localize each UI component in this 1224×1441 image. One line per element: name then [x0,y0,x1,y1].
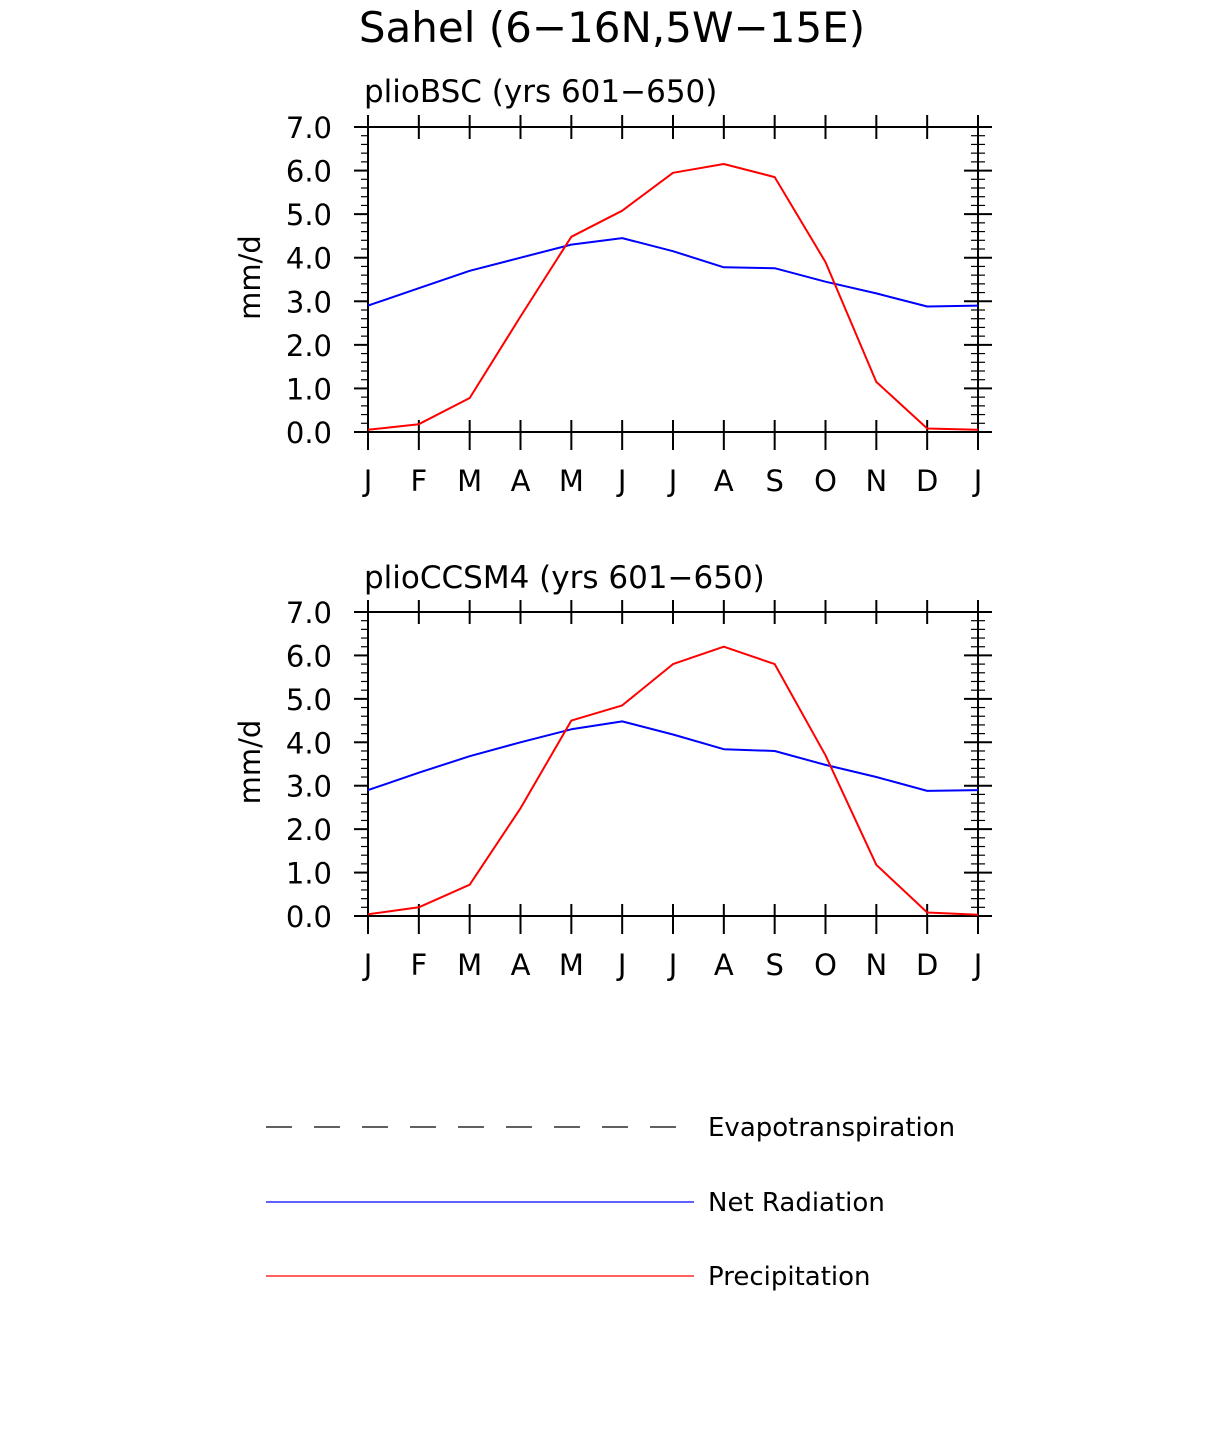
x-tick-label: N [865,464,887,498]
x-tick-label: J [362,464,373,498]
x-tick-label: M [559,464,584,498]
x-tick-label: A [714,948,734,982]
y-tick-label: 1.0 [286,372,332,406]
x-tick-label: J [667,948,678,982]
y-tick-label: 0.0 [286,416,332,450]
chart-panel-pliocsm4: plioCCSM4 (yrs 601−650)J F M A M J J A S O N D J0.01… [233,560,992,982]
x-tick-label: A [714,464,734,498]
legend-label: Net Radiation [708,1188,885,1218]
x-tick-label: J [972,948,983,982]
y-tick-label: 6.0 [286,155,332,189]
chart-title: plioCCSM4 (yrs 601−650) [364,560,765,596]
y-tick-label: 1.0 [286,857,332,891]
x-tick-label: J [362,948,373,982]
y-tick-label: 4.0 [286,726,332,760]
x-tick-label: S [765,948,783,982]
x-tick-label: J [616,464,627,498]
series-line-precipitation [367,645,979,916]
x-tick-label: M [457,464,482,498]
y-tick-label: 6.0 [286,639,332,673]
series-line-net-radiation [367,237,979,308]
x-tick-label: D [916,464,938,498]
x-tick-label: O [814,464,837,498]
figure-title: Sahel (6−16N,5W−15E) [359,3,865,52]
x-tick-label: D [916,948,938,982]
x-tick-label: F [410,948,427,982]
x-tick-label: S [765,464,783,498]
y-tick-label: 2.0 [286,329,332,363]
y-tick-label: 0.0 [286,900,332,934]
series-line-precipitation [367,163,979,431]
x-tick-label: J [616,948,627,982]
legend-label: Precipitation [708,1262,871,1292]
y-tick-label: 5.0 [286,683,332,717]
y-tick-label: 7.0 [286,111,332,145]
y-axis-label: mm/d [233,720,267,805]
legend: Evapotranspiration Net Radiation Precipita… [266,1113,955,1292]
chart-panel-pliobsc: plioBSC (yrs 601−650)J F M A M J J A S O N D J0.01.0… [233,74,992,498]
y-tick-label: 2.0 [286,813,332,847]
chart-title: plioBSC (yrs 601−650) [364,74,717,110]
x-tick-label: A [511,948,531,982]
x-tick-label: F [410,464,427,498]
x-tick-label: A [511,464,531,498]
y-tick-label: 7.0 [286,596,332,630]
y-axis-label: mm/d [233,235,267,320]
x-tick-label: N [865,948,887,982]
series-line-net-radiation [367,720,979,792]
y-tick-label: 3.0 [286,770,332,804]
x-tick-label: M [457,948,482,982]
y-tick-label: 4.0 [286,242,332,276]
x-tick-label: O [814,948,837,982]
plot-frame [367,611,979,917]
y-tick-label: 3.0 [286,285,332,319]
x-tick-label: J [667,464,678,498]
x-tick-label: J [972,464,983,498]
legend-label: Evapotranspiration [708,1113,955,1143]
y-tick-label: 5.0 [286,198,332,232]
x-tick-label: M [559,948,584,982]
